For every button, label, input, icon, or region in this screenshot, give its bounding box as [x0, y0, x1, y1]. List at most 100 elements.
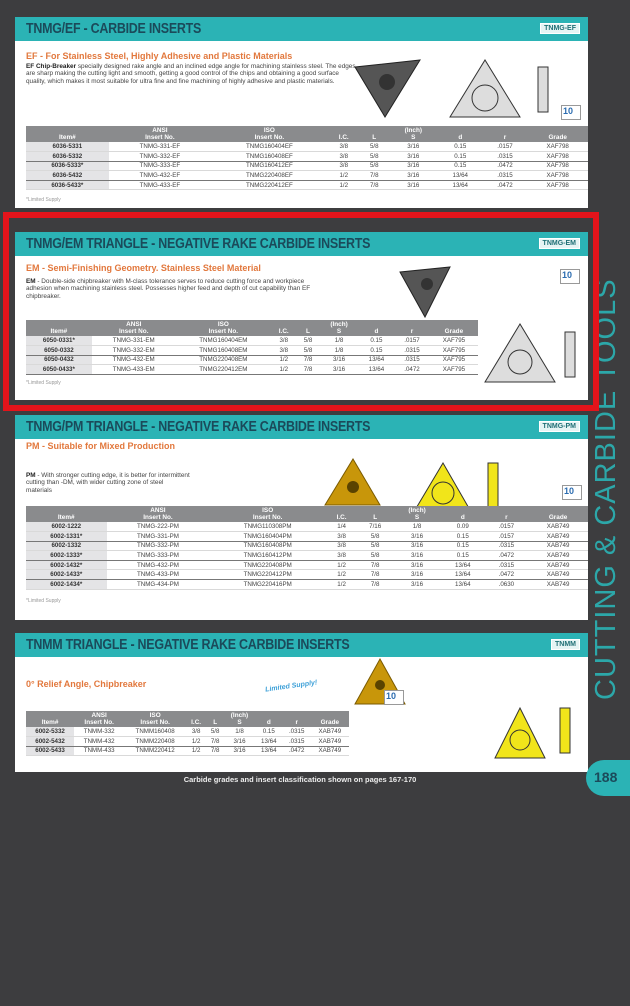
- table-cell: 7/8: [357, 560, 394, 571]
- section-subtitle: 0° Relief Angle, Chipbreaker: [26, 679, 147, 689]
- col-s: (Inch) S: [393, 506, 441, 522]
- table-cell: TNMG-432-PM: [106, 560, 210, 571]
- table-row: 6050-0432 TNMG-432-EM TNMG220408EM 1/2 7/8 3/…: [26, 355, 478, 366]
- table-cell: .0472: [394, 364, 430, 375]
- table-header: Item# ANSI Insert No. ISO Insert No. I.C. …: [26, 126, 588, 142]
- table-cell: .0315: [482, 151, 528, 162]
- table-cell: 3/8: [327, 142, 360, 153]
- table-cell: 3/16: [388, 161, 438, 172]
- table-cell: 13/64: [254, 736, 283, 747]
- table-cell: TNMG160412EF: [211, 161, 328, 172]
- table-cell: 5/8: [357, 531, 394, 542]
- description-text: specially designed rake angle and an inc…: [26, 63, 356, 85]
- table-cell: XAF795: [429, 364, 478, 375]
- page-number: 188: [586, 760, 630, 796]
- table-cell: XAB749: [528, 550, 588, 561]
- limited-supply-note: *Limited Supply: [26, 197, 61, 203]
- col-grade: Grade: [528, 506, 588, 522]
- col-l: L: [296, 320, 320, 336]
- table-cell: 0.15: [437, 142, 483, 153]
- highlight-frame: [3, 212, 599, 411]
- col-ansi: ANSI Insert No.: [74, 711, 125, 727]
- section-pm: TNMG/PM TRIANGLE - NEGATIVE RAKE CARBIDE…: [15, 415, 588, 620]
- table-cell: .0315: [282, 727, 311, 738]
- table-cell: .0472: [282, 746, 311, 757]
- table-cell: TNMG-433-EF: [108, 180, 212, 191]
- table-cell: 3/8: [186, 727, 207, 738]
- table-cell: 5/8: [296, 345, 320, 356]
- section-tag: TNMG-EM: [538, 238, 580, 249]
- package-qty-icon: 10: [384, 690, 404, 705]
- col-r: r: [394, 320, 430, 336]
- table-cell: 0.15: [440, 550, 485, 561]
- section-tag: TNMG-PM: [538, 421, 580, 432]
- table-row: 6002-5433 TNMM-433 TNMM220412 1/2 7/8 3/16 13/…: [26, 746, 349, 757]
- col-item: Item#: [26, 506, 107, 522]
- table-cell: 7/16: [357, 522, 394, 533]
- table-cell: 6036-5433*: [26, 180, 109, 191]
- table-cell: 7/8: [206, 736, 225, 747]
- table-cell: 6002-1222: [26, 522, 107, 533]
- table-row: 6036-5432 TNMG-432-EF TNMG220408EF 1/2 7/8 3/…: [26, 170, 588, 181]
- table-cell: 7/8: [357, 579, 394, 590]
- table-cell: TNMG160404EM: [175, 336, 271, 347]
- table-row: 6036-5433* TNMG-433-EF TNMG220412EF 1/2 7/8 3…: [26, 180, 588, 191]
- col-s: (Inch) S: [388, 126, 438, 142]
- table-cell: XAF798: [527, 151, 588, 162]
- col-ic: I.C.: [271, 320, 297, 336]
- table-cell: 1/4: [326, 522, 358, 533]
- table-header: Item# ANSI Insert No. ISO Insert No. I.C. …: [26, 711, 349, 727]
- col-iso: ISO Insert No.: [175, 320, 271, 336]
- table-header: Item# ANSI Insert No. ISO Insert No. I.C. …: [26, 320, 478, 336]
- table-cell: TNMG160408PM: [209, 541, 326, 552]
- table-cell: TNMG-434-PM: [106, 579, 210, 590]
- table-cell: 3/16: [393, 569, 441, 581]
- table-row: 6002-1433* TNMG-433-PM TNMG220412PM 1/2 7/8 3…: [26, 569, 588, 581]
- table-cell: 0.15: [437, 151, 483, 162]
- table-cell: XAF798: [527, 161, 588, 172]
- table-cell: XAB749: [310, 746, 349, 757]
- package-qty-icon: 10: [562, 485, 582, 500]
- description-lead: EM: [26, 278, 36, 285]
- table-cell: 6002-1432*: [26, 560, 107, 571]
- table-cell: 3/8: [271, 345, 297, 356]
- table-cell: TNMG220412EM: [175, 364, 271, 375]
- section-header: TNMG/EF - CARBIDE INSERTS TNMG-EF: [15, 17, 588, 41]
- table-cell: TNMG-332-PM: [106, 541, 210, 552]
- table-row: 6036-5332 TNMG-332-EF TNMG160408EF 3/8 5/8 3/…: [26, 151, 588, 162]
- table-cell: 1/2: [327, 170, 360, 181]
- col-ansi: ANSI Insert No.: [106, 506, 210, 522]
- col-ic: I.C.: [327, 126, 360, 142]
- table-cell: 3/16: [393, 579, 441, 590]
- col-r: r: [282, 711, 311, 727]
- spec-table: Item# ANSI Insert No. ISO Insert No. I.C. …: [26, 126, 588, 191]
- table-cell: TNMG160404EF: [211, 142, 328, 153]
- section-tag: TNMM: [551, 639, 580, 650]
- table-cell: .0315: [484, 541, 529, 552]
- insert-image-gold: [324, 458, 381, 506]
- table-cell: .0630: [484, 579, 529, 590]
- table-cell: 6050-0331*: [26, 336, 92, 347]
- col-ic: I.C.: [326, 506, 358, 522]
- table-cell: .0157: [394, 336, 430, 347]
- table-cell: 0.15: [440, 541, 485, 552]
- table-cell: .0472: [484, 569, 529, 581]
- table-cell: 13/64: [440, 560, 485, 571]
- table-cell: 1/2: [186, 736, 207, 747]
- table-row: 6050-0332 TNMG-332-EM TNMG160408EM 3/8 5/8 1/…: [26, 345, 478, 356]
- table-cell: 6002-1331*: [26, 531, 107, 542]
- table-cell: 6002-1333*: [26, 550, 107, 561]
- table-cell: TNMG220416PM: [209, 579, 326, 590]
- table-cell: 13/64: [440, 569, 485, 581]
- table-cell: 3/16: [393, 541, 441, 552]
- section-description: PM - With stronger cutting edge, it is b…: [26, 472, 191, 494]
- col-r: r: [484, 506, 529, 522]
- table-cell: XAB749: [528, 579, 588, 590]
- limited-supply-callout: Limited Supply!: [264, 679, 318, 694]
- col-d: d: [440, 506, 485, 522]
- table-cell: 6050-0332: [26, 345, 92, 356]
- table-cell: 3/8: [326, 531, 358, 542]
- table-cell: TNMG-331-EF: [108, 142, 212, 153]
- description-lead: EF Chip-Breaker: [26, 63, 77, 70]
- table-cell: 3/8: [326, 550, 358, 561]
